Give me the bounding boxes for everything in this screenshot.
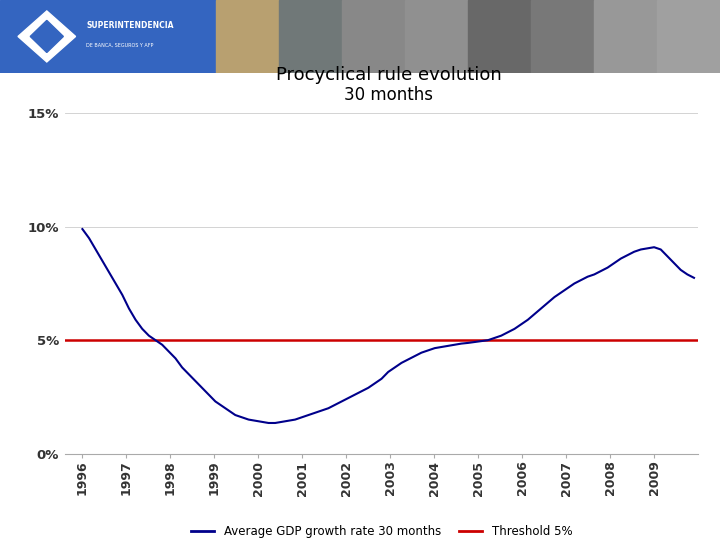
Polygon shape [30, 21, 63, 52]
Text: 30 months: 30 months [344, 86, 433, 104]
Text: SUPERINTENDENCIA: SUPERINTENDENCIA [86, 21, 174, 30]
Legend: Average GDP growth rate 30 months, Threshold 5%: Average GDP growth rate 30 months, Thres… [186, 521, 577, 540]
Bar [468, 0, 531, 73]
Text: Procyclical rule evolution: Procyclical rule evolution [276, 66, 502, 84]
Text: DE BANCA, SEGUROS Y AFP: DE BANCA, SEGUROS Y AFP [86, 43, 154, 48]
Bar [342, 0, 405, 73]
Bar [531, 0, 594, 73]
Polygon shape [18, 11, 76, 62]
Bar [216, 0, 279, 73]
Bar [279, 0, 342, 73]
Bar [405, 0, 468, 73]
Bar [657, 0, 720, 73]
Bar [0, 0, 216, 73]
Bar [594, 0, 657, 73]
